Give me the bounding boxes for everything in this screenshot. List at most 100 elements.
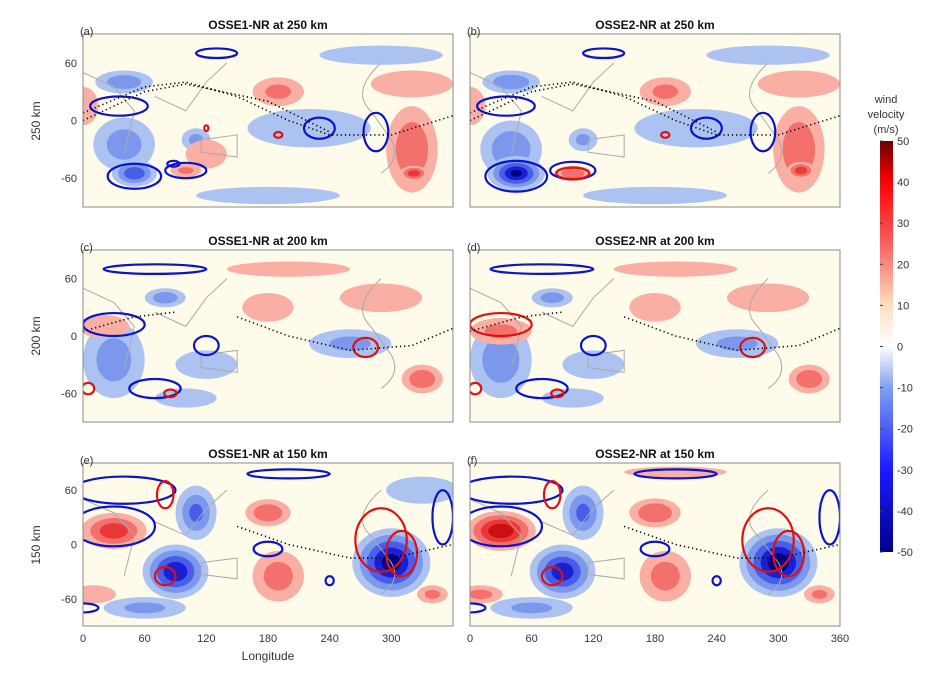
field-level [263,561,293,591]
field-level [124,602,166,614]
satellite-track [83,81,453,136]
map-area [470,463,840,626]
panel-frame [82,249,454,423]
negative-contour [83,311,146,338]
map-area [470,250,840,422]
negative-contour [128,377,182,400]
negative-contour [324,575,335,587]
negative-contour [489,263,595,275]
field-level [189,503,203,522]
negative-contour [689,116,723,140]
positive-contour [660,130,671,139]
map-area [83,250,453,422]
field-level [706,45,830,65]
row-ylabel-200: 200 km [29,316,43,355]
coastline [470,489,615,577]
field-level [510,169,523,177]
satellite-track [236,316,453,352]
panel-tag: (f) [467,455,477,467]
y-tick-label: -60 [61,388,77,400]
panel-d: OSSE2-NR at 200 km (d) [467,234,841,423]
positive-contour [273,130,284,139]
coastline [200,349,238,373]
field-level [253,504,283,522]
field-level [716,336,758,351]
colorbar-tick-label: 10 [897,300,909,312]
coastline [749,278,783,389]
negative-contour [166,159,181,168]
x-tick-label: 240 [707,633,725,645]
negative-contour [749,111,777,153]
negative-contour [83,475,177,505]
panel-title: OSSE1-NR at 150 km [208,447,327,461]
negative-contour [302,116,336,140]
x-tick-label: 240 [320,633,338,645]
field-level [83,585,116,604]
coastline [587,557,625,580]
positive-contour [540,566,564,587]
x-tick-label: 180 [646,633,664,645]
panel-tag: (e) [80,455,93,467]
field-level [83,314,130,338]
colorbar-tick-label: 50 [897,136,909,148]
coastline [587,349,625,373]
field-level [561,168,585,179]
field-level [124,167,145,180]
colorbar-tick-label: 20 [897,259,909,271]
coastline [587,134,625,158]
positive-contour [385,529,419,578]
negative-contour [633,468,718,480]
coastline [83,489,228,577]
field-level [482,336,520,383]
map-background [83,250,453,422]
negative-contour [106,162,163,190]
x-tick-label: 60 [139,633,151,645]
y-tick-label: 60 [65,58,77,70]
field-level [794,166,808,175]
negative-contour [639,540,671,558]
negative-contour [581,47,626,60]
satellite-track [470,81,840,136]
field-level [541,388,604,408]
field-level [562,350,625,379]
panel-title: OSSE2-NR at 150 km [595,447,714,461]
negative-contour [362,111,390,153]
field-level [488,523,514,539]
negative-contour [192,334,220,357]
colorbar-tick-label: -50 [897,547,913,559]
negative-contour [515,377,569,400]
colorbar-tick-label: -40 [897,506,913,518]
y-tick-label: 60 [65,274,77,286]
field-level [99,523,128,539]
field-level [319,45,443,65]
field-level [470,589,493,600]
field-level [613,261,738,277]
field-level [395,122,429,177]
coastline [362,278,396,389]
map-background [470,250,840,422]
satellite-track [470,83,718,133]
row-ylabel-250: 250 km [29,101,43,140]
field-level [329,336,371,351]
panel-e: OSSE1-NR at 150 km (e) 60 0 -60 0 60 120 180 240 3… [61,447,454,645]
panel-f: OSSE2-NR at 150 km (f) 0 60 120 180 240 300 360 [467,447,849,645]
field-level [163,561,188,582]
positive-contour [155,480,175,510]
negative-contour [470,475,564,505]
negative-contour [252,540,284,558]
field-level [511,602,553,614]
colorbar-label-line3: (m/s) [873,124,898,136]
x-tick-label: 300 [382,633,400,645]
positive-contour [542,480,562,510]
x-tick-label: 120 [197,633,215,645]
coastline [362,489,396,595]
map-area [83,463,453,626]
panel-title: OSSE1-NR at 200 km [208,234,327,248]
colorbar: wind velocity (m/s) 50 40 30 20 10 0 -10 -20 -30… [868,94,913,559]
field-level [106,129,142,160]
y-tick-label: 0 [71,116,77,128]
y-tick-label: -60 [61,173,77,185]
negative-contour [711,575,722,587]
negative-contour [164,161,208,180]
negative-contour [484,159,549,193]
